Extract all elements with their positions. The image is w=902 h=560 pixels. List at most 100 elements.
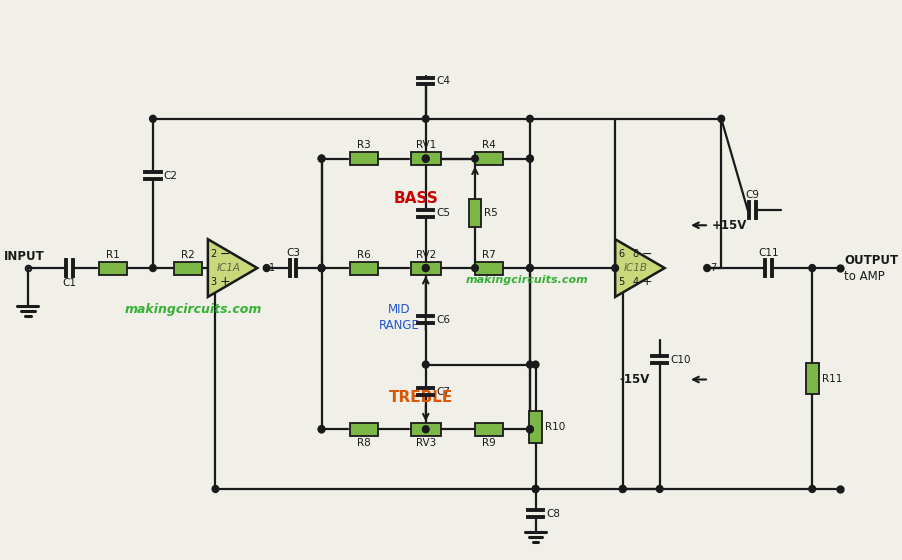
Text: C11: C11	[759, 248, 779, 258]
Circle shape	[422, 264, 429, 272]
Text: C9: C9	[746, 190, 759, 200]
Bar	[410, 152, 441, 165]
Circle shape	[422, 361, 429, 368]
Text: TREBLE: TREBLE	[389, 390, 453, 405]
Text: C5: C5	[437, 208, 450, 218]
Bar	[475, 262, 503, 274]
Text: R10: R10	[545, 422, 566, 432]
Bar	[99, 262, 127, 274]
Text: RV2: RV2	[416, 250, 436, 260]
Circle shape	[318, 426, 325, 433]
Text: INPUT: INPUT	[5, 250, 45, 263]
Text: R4: R4	[483, 140, 496, 150]
Circle shape	[532, 486, 538, 492]
Circle shape	[620, 486, 626, 492]
Text: R6: R6	[357, 250, 371, 260]
Text: R3: R3	[357, 140, 371, 150]
Text: C8: C8	[546, 509, 560, 519]
Bar	[174, 262, 202, 274]
Bar	[350, 262, 378, 274]
Text: R2: R2	[181, 250, 195, 260]
Text: C3: C3	[286, 248, 300, 258]
Circle shape	[527, 361, 533, 368]
Circle shape	[657, 486, 663, 492]
Circle shape	[809, 264, 815, 272]
Text: makingcircuits.com: makingcircuits.com	[465, 275, 588, 285]
Circle shape	[318, 155, 325, 162]
Text: C1: C1	[62, 278, 77, 288]
Circle shape	[263, 264, 270, 272]
Circle shape	[532, 361, 538, 368]
Bar	[475, 423, 503, 436]
Circle shape	[718, 115, 724, 122]
Circle shape	[704, 264, 711, 272]
Text: BASS: BASS	[394, 191, 438, 206]
Circle shape	[318, 426, 325, 433]
Circle shape	[422, 264, 429, 272]
Circle shape	[532, 486, 538, 492]
Text: R7: R7	[483, 250, 496, 260]
Text: IC1B: IC1B	[624, 263, 648, 273]
Text: 6: 6	[618, 249, 624, 259]
Circle shape	[472, 155, 478, 162]
Circle shape	[422, 115, 429, 122]
Circle shape	[318, 264, 325, 272]
Text: RV3: RV3	[416, 438, 436, 447]
Text: +15V: +15V	[712, 219, 747, 232]
Circle shape	[212, 486, 219, 492]
Text: C6: C6	[437, 315, 450, 325]
Text: C2: C2	[163, 171, 178, 180]
Circle shape	[527, 426, 533, 433]
Text: C4: C4	[437, 76, 450, 86]
Circle shape	[527, 155, 533, 162]
Text: +: +	[219, 276, 230, 288]
Text: R5: R5	[484, 208, 498, 218]
Text: R9: R9	[483, 438, 496, 447]
Circle shape	[318, 155, 325, 162]
Text: 2: 2	[211, 249, 217, 259]
Text: −: −	[641, 248, 652, 260]
Circle shape	[150, 264, 156, 272]
Bar	[410, 423, 441, 436]
Text: -15V: -15V	[620, 373, 650, 386]
Text: R1: R1	[106, 250, 120, 260]
Bar	[410, 262, 441, 274]
Text: +: +	[641, 276, 652, 288]
Text: makingcircuits.com: makingcircuits.com	[124, 304, 262, 316]
Circle shape	[809, 486, 815, 492]
Circle shape	[472, 264, 478, 272]
Polygon shape	[207, 239, 257, 297]
Text: MID
RANGE: MID RANGE	[379, 304, 419, 332]
Bar	[350, 423, 378, 436]
Text: 7: 7	[710, 263, 716, 273]
Bar	[805, 362, 819, 394]
Bar	[350, 152, 378, 165]
Text: IC1A: IC1A	[216, 263, 241, 273]
Text: C10: C10	[670, 354, 691, 365]
Circle shape	[318, 264, 325, 272]
Circle shape	[422, 426, 429, 433]
Text: OUTPUT: OUTPUT	[844, 254, 898, 267]
Bar	[529, 411, 542, 443]
Text: 4: 4	[632, 277, 639, 287]
Text: 8: 8	[632, 249, 639, 259]
Text: to AMP: to AMP	[844, 269, 885, 282]
Text: −: −	[219, 248, 230, 260]
Circle shape	[527, 426, 533, 433]
Text: R8: R8	[357, 438, 371, 447]
Text: 5: 5	[618, 277, 624, 287]
Circle shape	[527, 264, 533, 272]
Text: R11: R11	[822, 374, 842, 384]
Circle shape	[318, 264, 325, 272]
Text: 3: 3	[211, 277, 216, 287]
Circle shape	[527, 264, 533, 272]
Bar	[469, 199, 481, 227]
Circle shape	[527, 155, 533, 162]
Circle shape	[150, 115, 156, 122]
Circle shape	[527, 115, 533, 122]
Circle shape	[422, 155, 429, 162]
Polygon shape	[615, 239, 665, 297]
Bar	[475, 152, 503, 165]
Circle shape	[422, 155, 429, 162]
Text: 1: 1	[269, 263, 274, 273]
